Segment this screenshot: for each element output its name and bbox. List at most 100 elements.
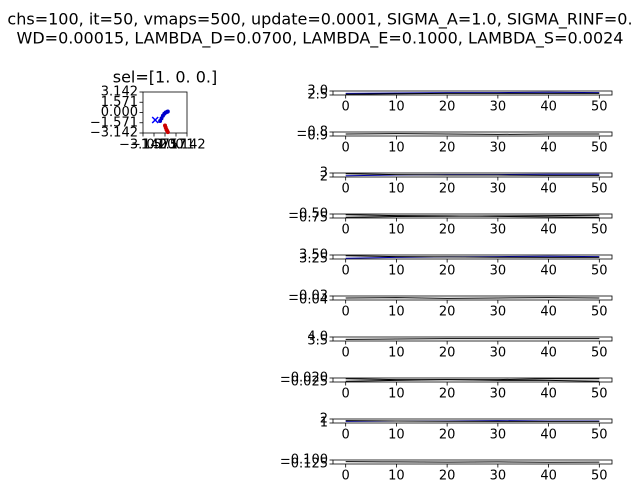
x-tick-label: 0 [342, 141, 350, 156]
x-tick-label: 40 [540, 223, 557, 238]
x-tick-label: 20 [439, 305, 456, 320]
x-tick-label: 40 [540, 100, 557, 115]
figure-title: WD=0.00015, LAMBDA_D=0.0700, LAMBDA_E=0.… [17, 29, 624, 49]
series-line [345, 91, 600, 94]
x-tick-label: 40 [540, 305, 557, 320]
x-tick-label: 10 [388, 223, 405, 238]
x-tick-label: 20 [439, 469, 456, 480]
x-tick-label: 50 [591, 141, 608, 156]
x-tick-label: 30 [490, 346, 507, 361]
axes-frame [332, 213, 613, 219]
y-tick-label: 3.5 [307, 334, 328, 349]
x-tick-label: 30 [490, 387, 507, 402]
y-tick-label: −0.03 [288, 289, 328, 304]
x-tick-label: 40 [540, 428, 557, 443]
x-tick-label: 0 [342, 387, 350, 402]
x-tick-label: 0 [342, 305, 350, 320]
x-tick-label: 50 [591, 346, 608, 361]
scatter-point [165, 109, 170, 114]
x-tick-label: 30 [490, 141, 507, 156]
x-tick-label: 20 [439, 182, 456, 197]
y-tick-label: 2 [320, 170, 328, 185]
x-tick-label: 0.000 [146, 138, 183, 153]
x-tick-label: 20 [439, 346, 456, 361]
x-tick-label: 10 [388, 469, 405, 480]
axes-frame [332, 254, 613, 260]
axes-frame [332, 295, 613, 301]
x-tick-label: 50 [591, 469, 608, 480]
series-line [345, 297, 600, 299]
x-tick-label: 40 [540, 387, 557, 402]
x-tick-label: 0 [342, 469, 350, 480]
y-tick-label: 2.5 [307, 88, 328, 103]
x-tick-label: 30 [490, 100, 507, 115]
x-tick-label: 30 [490, 223, 507, 238]
x-tick-label: 30 [490, 428, 507, 443]
y-tick-label: 3.25 [299, 252, 328, 267]
series-line [345, 378, 600, 382]
x-tick-label: 0 [342, 264, 350, 279]
scatter-point [165, 130, 170, 135]
y-tick-label: −0.025 [280, 375, 328, 390]
y-tick-label: 0.000 [101, 105, 138, 120]
x-tick-label: 50 [591, 100, 608, 115]
x-tick-label: 10 [388, 346, 405, 361]
y-tick-label: 1 [320, 416, 328, 431]
x-tick-label: 0 [342, 100, 350, 115]
x-tick-label: 20 [439, 100, 456, 115]
x-tick-label: 20 [439, 387, 456, 402]
y-tick-label: 4.0 [307, 330, 328, 345]
x-tick-label: 20 [439, 428, 456, 443]
x-tick-label: 30 [490, 264, 507, 279]
x-tick-label: 20 [439, 264, 456, 279]
y-tick-label: −0.8 [296, 125, 328, 140]
x-tick-label: −3.142 [119, 138, 167, 153]
y-tick-label: 3.142 [101, 85, 138, 100]
x-tick-label: 3.142 [168, 138, 205, 153]
y-tick-label: −0.100 [280, 453, 328, 468]
series-line [345, 214, 600, 218]
x-tick-label: 40 [540, 469, 557, 480]
axes-frame [332, 459, 613, 465]
series-line [345, 92, 600, 95]
x-tick-label: 50 [591, 305, 608, 320]
axes-frame [332, 131, 613, 137]
y-tick-label: −0.020 [280, 371, 328, 386]
y-tick-label: −0.75 [288, 211, 328, 226]
x-tick-label: 50 [591, 182, 608, 197]
x-tick-label: 10 [388, 182, 405, 197]
series-line [345, 255, 600, 258]
series-line [345, 420, 600, 422]
x-tick-label: 30 [490, 182, 507, 197]
x-tick-label: 0 [342, 182, 350, 197]
y-tick-label: −3.142 [90, 126, 138, 141]
series-line [345, 461, 600, 463]
y-tick-label: −0.9 [296, 129, 328, 144]
x-tick-label: −1.571 [130, 138, 178, 153]
x-tick-label: 10 [388, 141, 405, 156]
series-line [345, 133, 600, 135]
x-tick-label: 50 [591, 223, 608, 238]
x-tick-label: 40 [540, 346, 557, 361]
x-tick-label: 10 [388, 305, 405, 320]
y-tick-label: 3.50 [299, 248, 328, 263]
axes-frame [332, 336, 613, 342]
series-line [345, 173, 600, 176]
x-tick-label: 30 [490, 469, 507, 480]
axes-frame [332, 90, 613, 96]
y-tick-label: −0.04 [288, 293, 328, 308]
y-tick-label: −0.125 [280, 457, 328, 472]
x-tick-label: 40 [540, 264, 557, 279]
y-tick-label: 3.0 [307, 84, 328, 99]
x-tick-label: 0 [342, 346, 350, 361]
x-tick-label: 50 [591, 387, 608, 402]
x-tick-label: 10 [388, 264, 405, 279]
y-tick-label: 1.571 [101, 95, 138, 110]
x-tick-label: 40 [540, 141, 557, 156]
series-line [345, 338, 600, 340]
x-tick-label: 0 [342, 223, 350, 238]
x-tick-label: 30 [490, 305, 507, 320]
axes-title: sel=[1. 0. 0.] [113, 68, 217, 87]
x-tick-label: 10 [388, 100, 405, 115]
